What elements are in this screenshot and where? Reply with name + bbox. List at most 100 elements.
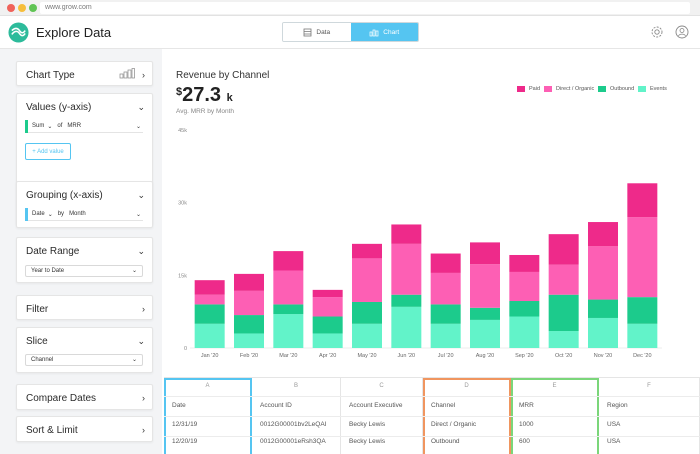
bar-segment[interactable]	[430, 323, 461, 348]
maximize-window-button[interactable]	[29, 4, 37, 12]
bar-segment[interactable]	[627, 217, 658, 298]
bar-segment[interactable]	[430, 253, 461, 273]
bar-segment[interactable]	[312, 333, 343, 348]
table-cell[interactable]: USA	[607, 421, 621, 428]
column-letter[interactable]: B	[293, 383, 298, 389]
date-range-select[interactable]: Year to Date ⌄	[25, 265, 143, 277]
bar-segment[interactable]	[627, 183, 658, 218]
bar-segment[interactable]	[312, 297, 343, 317]
bar-segment[interactable]	[352, 323, 382, 348]
value-field-select[interactable]: MRR ⌄	[67, 123, 141, 130]
legend-item[interactable]: Paid	[517, 86, 540, 92]
granularity-select[interactable]: Date ⌄	[32, 211, 53, 218]
bar-segment[interactable]	[588, 222, 618, 247]
gear-icon[interactable]	[650, 25, 664, 39]
slice-select[interactable]: Channel ⌄	[25, 354, 143, 366]
table-cell[interactable]: Direct / Organic	[431, 421, 477, 428]
bar-segment[interactable]	[194, 294, 225, 305]
bar-segment[interactable]	[548, 234, 579, 265]
bar-segment[interactable]	[548, 264, 579, 295]
x-tick-label: May '20	[357, 353, 376, 359]
bar-segment[interactable]	[430, 272, 461, 305]
column-header[interactable]: Account Executive	[349, 402, 403, 409]
chevron-down-icon[interactable]: ⌄	[137, 102, 145, 112]
bar-segment[interactable]	[273, 304, 304, 315]
aggregation-select[interactable]: Sum ⌄	[32, 123, 53, 130]
bar-segment[interactable]	[627, 297, 658, 324]
table-cell[interactable]: 12/20/19	[172, 438, 198, 445]
bar-segment[interactable]	[509, 271, 540, 302]
sort-limit-section[interactable]: Sort & Limit ›	[16, 416, 153, 442]
filter-section[interactable]: Filter ›	[16, 295, 153, 320]
address-bar[interactable]: www.grow.com	[40, 2, 690, 14]
column-letter[interactable]: C	[379, 383, 384, 389]
bar-segment[interactable]	[352, 258, 382, 302]
bar-segment[interactable]	[194, 280, 225, 295]
bar-segment[interactable]	[470, 319, 500, 348]
bar-segment[interactable]	[273, 314, 304, 348]
table-cell[interactable]: 12/31/19	[172, 421, 198, 428]
column-letter[interactable]: E	[552, 383, 557, 389]
period-select[interactable]: Month ⌄	[69, 211, 141, 218]
column-header[interactable]: Account ID	[260, 402, 292, 409]
bar-segment[interactable]	[352, 243, 382, 259]
column-header[interactable]: MRR	[519, 402, 534, 409]
legend-item[interactable]: Events	[638, 86, 667, 92]
bar-segment[interactable]	[391, 224, 422, 244]
bar-segment[interactable]	[234, 333, 264, 348]
legend-item[interactable]: Outbound	[598, 86, 634, 92]
bar-segment[interactable]	[588, 317, 618, 348]
table-cell[interactable]: 600	[519, 438, 530, 445]
bar-segment[interactable]	[430, 304, 461, 324]
bar-segment[interactable]	[548, 331, 579, 348]
column-header[interactable]: Date	[172, 402, 186, 409]
bar-segment[interactable]	[273, 270, 304, 305]
bar-segment[interactable]	[234, 315, 264, 334]
minimize-window-button[interactable]	[18, 4, 26, 12]
bar-segment[interactable]	[588, 299, 618, 318]
table-cell[interactable]: 0012G00001eRsh3QA	[260, 438, 326, 445]
bar-segment[interactable]	[194, 304, 225, 324]
bar-segment[interactable]	[273, 251, 304, 271]
bar-segment[interactable]	[194, 323, 225, 348]
bar-segment[interactable]	[312, 289, 343, 298]
column-letter[interactable]: D	[464, 383, 469, 389]
close-window-button[interactable]	[7, 4, 15, 12]
bar-segment[interactable]	[391, 294, 422, 307]
add-value-button[interactable]: + Add value	[25, 143, 71, 160]
bar-segment[interactable]	[509, 316, 540, 348]
bar-segment[interactable]	[470, 264, 500, 308]
column-letter[interactable]: F	[647, 383, 651, 389]
bar-segment[interactable]	[312, 316, 343, 334]
bar-segment[interactable]	[391, 243, 422, 295]
table-cell[interactable]: 1000	[519, 421, 534, 428]
bar-segment[interactable]	[391, 306, 422, 348]
bar-segment[interactable]	[627, 323, 658, 348]
data-view-button[interactable]: Data	[283, 23, 351, 41]
column-letter[interactable]: A	[205, 383, 210, 389]
chart-view-button[interactable]: Chart	[350, 23, 418, 41]
legend-item[interactable]: Direct / Organic	[544, 86, 594, 92]
bar-segment[interactable]	[509, 254, 540, 272]
table-cell[interactable]: Outbound	[431, 438, 460, 445]
bar-segment[interactable]	[470, 242, 500, 265]
bar-segment[interactable]	[509, 301, 540, 317]
compare-dates-section[interactable]: Compare Dates ›	[16, 384, 153, 410]
column-header[interactable]: Channel	[431, 402, 456, 409]
chart-type-section[interactable]: Chart Type ›	[16, 61, 153, 86]
chevron-down-icon[interactable]: ⌄	[137, 246, 145, 256]
bar-segment[interactable]	[548, 294, 579, 332]
bar-segment[interactable]	[470, 307, 500, 320]
column-header[interactable]: Region	[607, 402, 628, 409]
table-cell[interactable]: 0012G00001bv2LeQAI	[260, 421, 327, 428]
bar-segment[interactable]	[588, 246, 618, 300]
chevron-down-icon[interactable]: ⌄	[137, 336, 145, 346]
table-cell[interactable]: Becky Lewis	[349, 421, 386, 428]
bar-segment[interactable]	[234, 273, 264, 291]
user-icon[interactable]	[675, 25, 689, 39]
bar-segment[interactable]	[352, 301, 382, 324]
bar-segment[interactable]	[234, 290, 264, 316]
table-cell[interactable]: USA	[607, 438, 621, 445]
table-cell[interactable]: Becky Lewis	[349, 438, 386, 445]
chevron-down-icon[interactable]: ⌄	[137, 190, 145, 200]
